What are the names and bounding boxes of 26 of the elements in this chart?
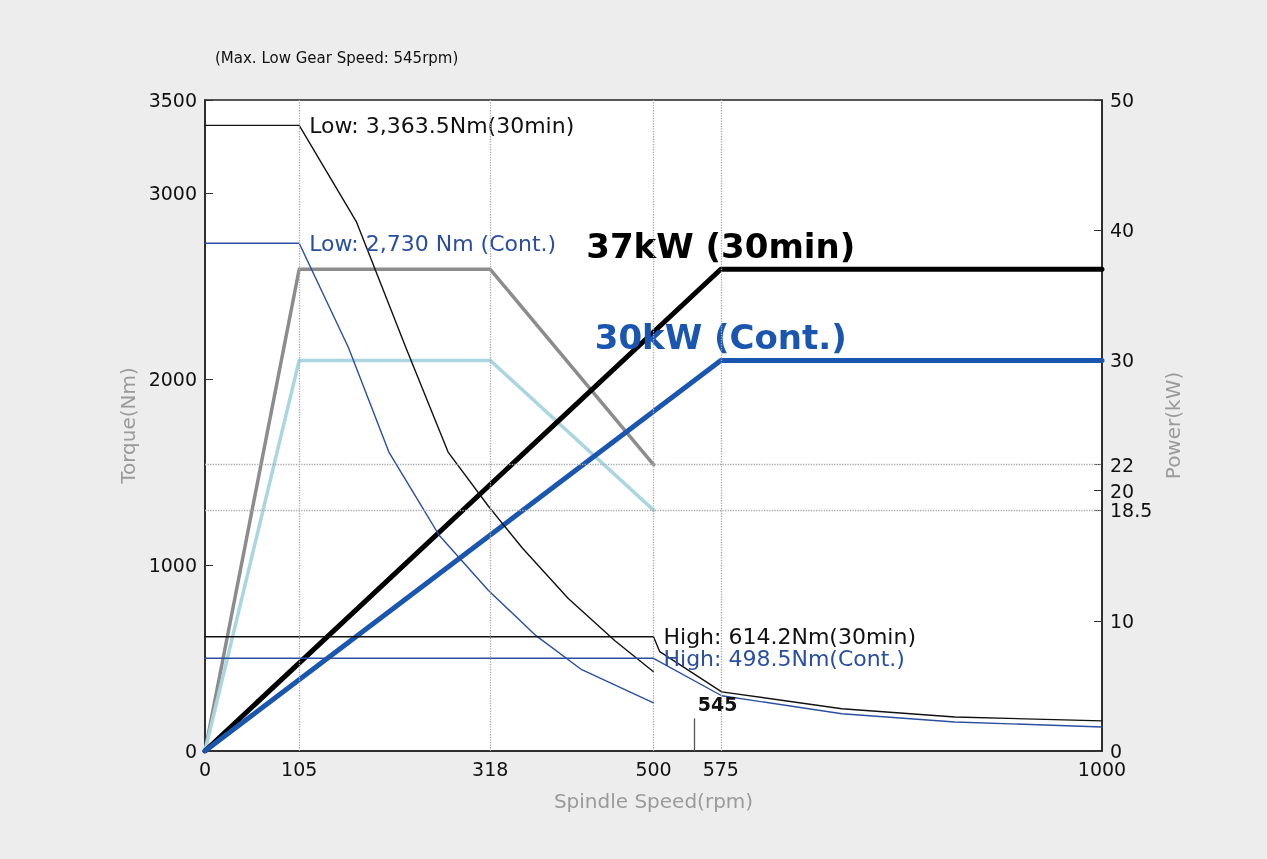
x-tick-label: 575 <box>702 757 739 780</box>
y-tick-label: 1000 <box>148 554 197 576</box>
text: (Max. Low Gear Speed: 545rpm) <box>215 48 459 67</box>
x-axis-title: Spindle Speed(rpm) <box>553 789 754 813</box>
y2-tick-label: 50 <box>1110 89 1135 111</box>
y-tick-label: 2000 <box>148 368 197 390</box>
y-tick-label: 3000 <box>148 182 197 204</box>
x-tick-label: 318 <box>472 757 509 780</box>
y2-tick-label: 10 <box>1110 609 1135 632</box>
series-label: 37kW (30min) <box>586 226 856 267</box>
x-tick-label: 0 <box>198 757 212 780</box>
series-label: Low: 2,730 Nm (Cont.) <box>309 230 557 256</box>
ref-line-label: 545 <box>697 692 738 715</box>
y2-tick-label: 18.5 <box>1110 499 1153 522</box>
y2-tick-label: 22 <box>1110 453 1135 476</box>
y2-tick-label: 20 <box>1110 479 1135 502</box>
y-tick-label: 3500 <box>148 89 197 111</box>
y2-tick-label: 40 <box>1110 219 1135 242</box>
y-axis-title: Torque(Nm) <box>115 367 140 485</box>
series-label: High: 614.2Nm(30min) <box>663 624 916 650</box>
x-tick-label: 500 <box>635 757 672 780</box>
y2-axis-title: Power(kW) <box>1161 371 1186 480</box>
x-tick-label: 105 <box>281 757 318 780</box>
y-tick-label: 0 <box>184 740 197 762</box>
y2-tick-label: 30 <box>1110 349 1135 372</box>
series-label: Low: 3,363.5Nm(30min) <box>309 112 575 138</box>
